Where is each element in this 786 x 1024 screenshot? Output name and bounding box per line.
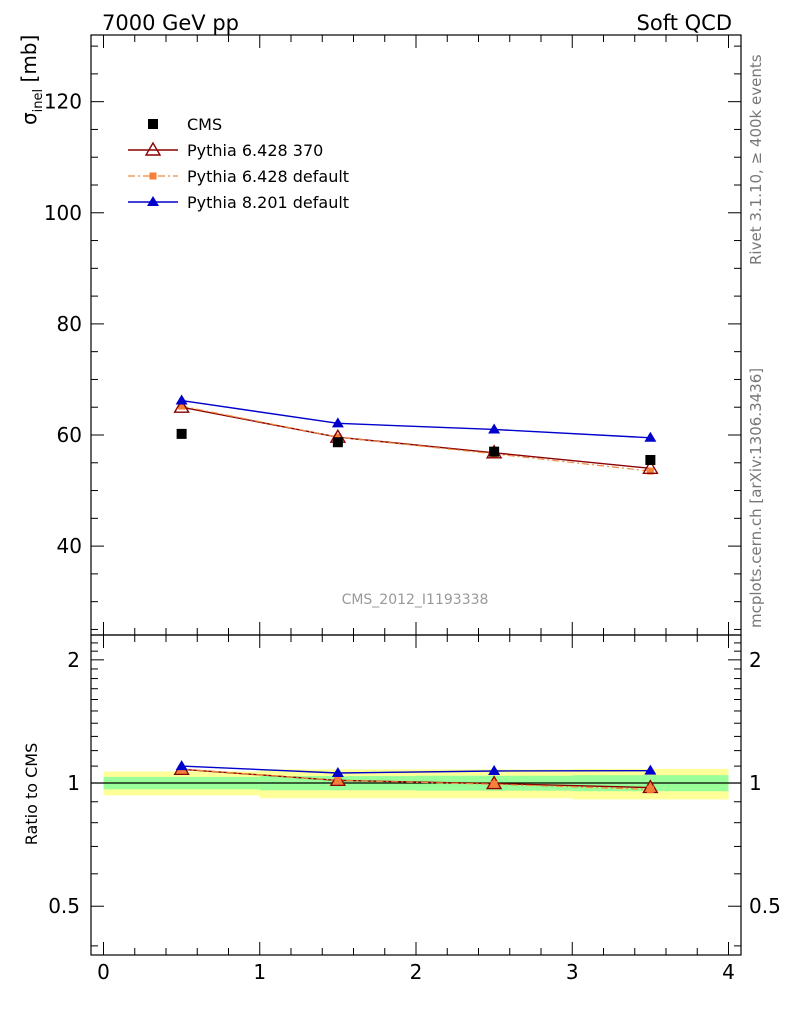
ratio-point-p6_default: [646, 785, 654, 793]
main-ylabel: σinel [mb]: [17, 35, 46, 125]
legend-marker-p8: [147, 196, 159, 206]
ratio-ytick-label-right: 0.5: [749, 894, 781, 918]
ratio-point-p8: [488, 765, 501, 776]
main-ytick-label: 100: [44, 201, 82, 225]
legend-marker-p6_default: [149, 172, 157, 180]
legend-marker-cms: [148, 119, 158, 129]
ratio-point-p6_default: [490, 780, 498, 788]
header-right: Soft QCD: [637, 11, 732, 35]
ratio-xtick-label: 0: [97, 960, 110, 984]
watermark: CMS_2012_I1193338: [342, 592, 489, 608]
ratio-point-p8: [331, 767, 344, 778]
main-ylabel-units: [mb]: [17, 35, 41, 83]
ratio-point-p8: [175, 760, 188, 771]
main-point-p8: [175, 394, 188, 405]
ratio-ylabel: Ratio to CMS: [22, 743, 41, 845]
legend-label-p6_370: Pythia 6.428 370: [187, 141, 323, 160]
ratio-xtick-label: 2: [410, 960, 423, 984]
legend-label-cms: CMS: [187, 115, 222, 134]
main-ylabel-sub: inel: [31, 89, 46, 112]
main-point-cms: [489, 446, 500, 457]
ratio-ytick-label-right: 1: [749, 771, 762, 795]
legend-label-p6_default: Pythia 6.428 default: [187, 167, 349, 186]
main-point-cms: [645, 455, 656, 465]
ratio-ytick-label-left: 2: [67, 648, 80, 672]
rivet-label: Rivet 3.1.10, ≥ 400k events: [747, 54, 765, 265]
main-point-p6_370: [173, 398, 190, 413]
legend-marker-p6_370: [144, 141, 162, 156]
mcplots-label: mcplots.cern.ch [arXiv:1306.3436]: [747, 368, 765, 628]
ratio-point-p8: [644, 764, 657, 775]
main-point-p8: [644, 431, 657, 442]
main-series-line-p6_default: [181, 405, 651, 472]
main-point-cms: [176, 428, 187, 439]
ratio-panel: 0.5 0.5 1 1 2 2 0 1 2 3 4: [48, 634, 781, 984]
main-point-p6_370: [642, 459, 659, 475]
main-point-p8: [488, 423, 501, 434]
ratio-series-line-p6_default: [181, 768, 651, 790]
main-ytick-label: 40: [57, 534, 82, 558]
ratio-ytick-label-left: 1: [67, 771, 80, 795]
ratio-xtick-label: 1: [253, 960, 266, 984]
ratio-xtick-label: 4: [722, 960, 735, 984]
main-series-line-p8: [181, 399, 651, 439]
ratio-xtick-label: 3: [566, 960, 579, 984]
legend-label-p8: Pythia 8.201 default: [187, 193, 349, 212]
ratio-ytick-label-right: 2: [749, 648, 762, 672]
main-point-p6_default: [178, 402, 186, 410]
header-left: 7000 GeV pp: [102, 11, 239, 35]
ratio-series-line-p8: [181, 765, 651, 774]
main-ylabel-symbol: σ: [17, 112, 41, 125]
main-point-cms: [332, 437, 343, 448]
main-ytick-label: 60: [57, 423, 82, 447]
main-point-p8: [331, 417, 344, 428]
ratio-ytick-label-left: 0.5: [48, 894, 80, 918]
main-ytick-label: 120: [44, 90, 82, 114]
main-series-line-p6_370: [181, 406, 651, 470]
main-point-p6_default: [646, 467, 654, 475]
main-ytick-label: 80: [57, 312, 82, 336]
main-panel: 40 60 80 100 120 CMS Pythia 6.428 370 Pythia 6.…: [44, 34, 742, 636]
ratio-point-p6_default: [334, 776, 342, 784]
